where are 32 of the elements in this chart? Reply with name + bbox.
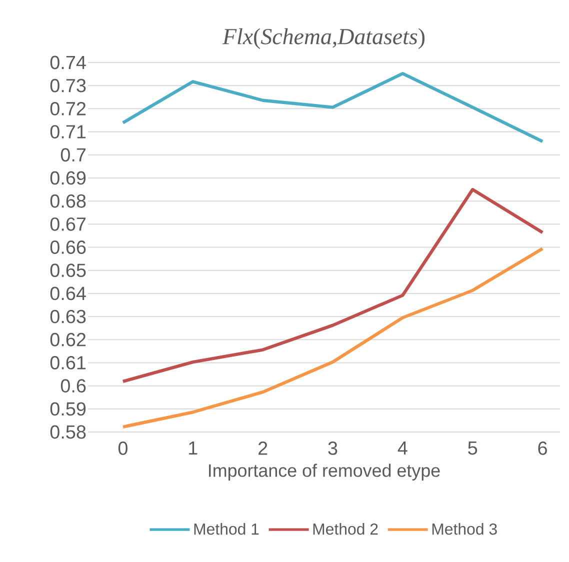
y-tick-label: 0.74 bbox=[50, 56, 86, 70]
y-tick-label: 0.68 bbox=[50, 194, 86, 208]
y-tick-label: 0.66 bbox=[50, 240, 86, 254]
legend-label: Method 3 bbox=[432, 523, 497, 535]
legend-label: Method 1 bbox=[194, 523, 259, 535]
x-axis-title: Importance of removed etype bbox=[209, 464, 440, 480]
y-tick-label: 0.73 bbox=[50, 78, 86, 92]
legend-label: Method 2 bbox=[313, 523, 378, 535]
x-tick-label: 4 bbox=[398, 442, 408, 455]
y-tick-label: 0.63 bbox=[50, 310, 86, 324]
x-tick-label: 2 bbox=[258, 442, 268, 455]
y-tick-label: 0.62 bbox=[50, 332, 86, 346]
y-tick-label: 0.64 bbox=[50, 286, 86, 300]
line-series bbox=[121, 188, 544, 384]
line-series bbox=[121, 247, 544, 429]
y-tick-label: 0.71 bbox=[50, 125, 86, 138]
x-tick-label: 5 bbox=[468, 442, 478, 455]
y-tick-label: 0.58 bbox=[50, 425, 86, 439]
y-tick-label: 0.6 bbox=[60, 379, 86, 393]
x-tick-label: 0 bbox=[118, 442, 128, 455]
y-tick-label: 0.69 bbox=[50, 171, 86, 185]
y-tick-label: 0.61 bbox=[50, 356, 86, 370]
chart-title: Flx(Schema,Datasets) bbox=[222, 28, 424, 49]
x-tick-label: 6 bbox=[538, 442, 547, 455]
y-tick-label: 0.72 bbox=[50, 102, 86, 116]
y-tick-label: 0.7 bbox=[60, 148, 86, 162]
line-series bbox=[121, 72, 544, 144]
y-tick-label: 0.59 bbox=[50, 402, 86, 416]
y-tick-label: 0.65 bbox=[50, 264, 86, 278]
x-tick-label: 3 bbox=[328, 442, 338, 455]
y-tick-label: 0.67 bbox=[50, 217, 86, 231]
x-tick-label: 1 bbox=[189, 442, 198, 455]
